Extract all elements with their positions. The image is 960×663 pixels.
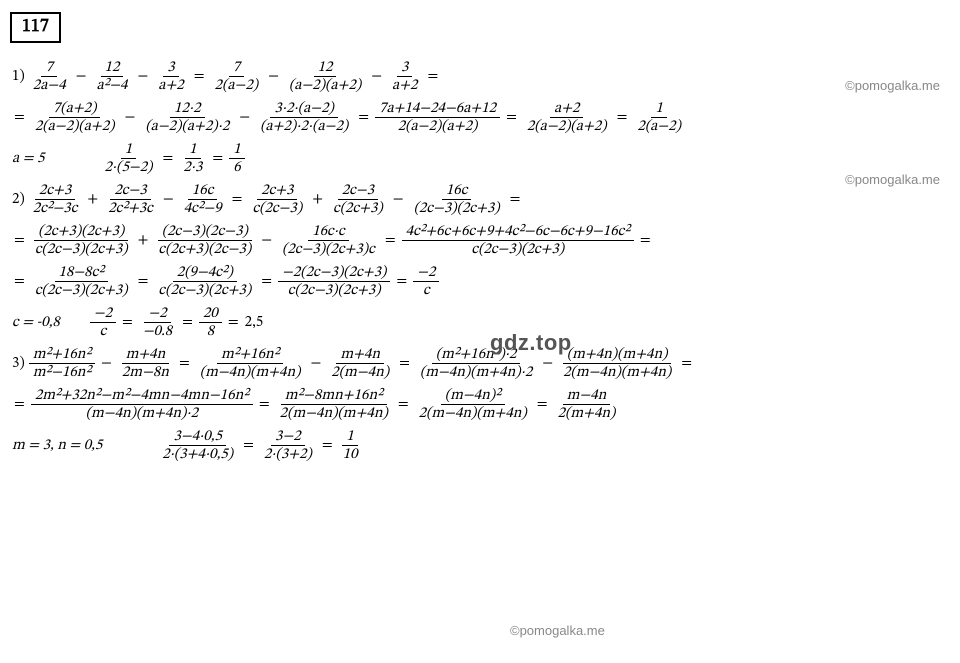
frac: 12(a−2) — [633, 100, 685, 135]
frac: 110 — [339, 428, 362, 463]
frac: 16 — [229, 141, 244, 176]
frac: −2−0.8 — [139, 305, 176, 340]
frac: 3·2·(a−2)(a+2)·2·(a−2) — [256, 100, 352, 135]
frac: 2c+32c²−3c — [29, 182, 82, 217]
frac: m+4n2(m−4n) — [327, 346, 393, 381]
watermark-center: gdz.top — [490, 330, 572, 356]
frac: 12·3 — [179, 141, 206, 176]
eq-line-4: 2) 2c+32c²−3c + 2c−32c²+3c − 16c4c²−9 = … — [10, 182, 950, 217]
substitution-mn: m = 3, n = 0,5 — [10, 438, 104, 453]
frac: 3−4·0,52·(3+4·0,5) — [158, 428, 237, 463]
frac: m²−8mn+16n²2(m−4n)(m+4n) — [276, 387, 392, 422]
frac: (2c+3)(2c+3)c(2c−3)(2c+3) — [31, 223, 132, 258]
eq-line-6: = 18−8c²c(2c−3)(2c+3) = 2(9−4c²)c(2c−3)(… — [10, 264, 950, 299]
frac: a+22(a−2)(a+2) — [523, 100, 611, 135]
eq-line-2: = 7(a+2)2(a−2)(a+2) − 12·2(a−2)(a+2)·2 −… — [10, 100, 950, 135]
eq-line-1: 1) 72a−4 − 12a²−4 − 3a+2 = 72(a−2) − 12(… — [10, 59, 950, 94]
eq-line-5: = (2c+3)(2c+3)c(2c−3)(2c+3) + (2c−3)(2c−… — [10, 223, 950, 258]
eq-line-10: m = 3, n = 0,5 3−4·0,52·(3+4·0,5) = 3−22… — [10, 428, 950, 463]
eq-line-8: 3) m²+16n²m²−16n² − m+4n2m−8n = m²+16n²(… — [10, 346, 950, 381]
frac: 3a+2 — [388, 59, 421, 94]
watermark-top: ©pomogalka.me — [845, 78, 940, 93]
frac: 72(a−2) — [211, 59, 263, 94]
frac: 16c·c(2c−3)(2c+3)c — [278, 223, 379, 258]
substitution-a: a = 5 — [10, 151, 46, 166]
frac: (m−4n)²2(m−4n)(m+4n) — [415, 387, 531, 422]
frac: 4c²+6c+6c+9+4c²−6c−6c+9−16c²c(2c−3)(2c+3… — [402, 223, 634, 258]
frac: 2c−3c(2c+3) — [329, 182, 387, 217]
eq-line-3: a = 5 12·(5−2) = 12·3 = 16 — [10, 141, 950, 176]
part-2-label: 2) — [10, 192, 27, 207]
frac: m²+16n²m²−16n² — [29, 346, 95, 381]
frac: 16c(2c−3)(2c+3) — [410, 182, 504, 217]
substitution-c: c = -0,8 — [10, 315, 62, 330]
frac: 12(a−2)(a+2) — [285, 59, 365, 94]
frac: 3−22·(3+2) — [260, 428, 316, 463]
frac: 18−8c²c(2c−3)(2c+3) — [31, 264, 132, 299]
frac: 12·(5−2) — [100, 141, 156, 176]
part-3-label: 3) — [10, 356, 27, 371]
frac: 72a−4 — [29, 59, 70, 94]
eq-line-7: c = -0,8 −2c = −2−0.8 = 208 = 2,5 — [10, 305, 950, 340]
frac: 3a+2 — [154, 59, 187, 94]
frac: −2(2c−3)(2c+3)c(2c−3)(2c+3) — [278, 264, 390, 299]
frac: 2(9−4c²)c(2c−3)(2c+3) — [154, 264, 255, 299]
frac: −2c — [90, 305, 116, 340]
frac: 2c−32c²+3c — [104, 182, 157, 217]
frac: 7a+14−24−6a+122(a−2)(a+2) — [375, 100, 500, 135]
watermark-bottom: ©pomogalka.me — [510, 623, 605, 638]
frac: (m+4n)(m+4n)2(m−4n)(m+4n) — [559, 346, 675, 381]
part-1-label: 1) — [10, 69, 27, 84]
frac: 12·2(a−2)(a+2)·2 — [141, 100, 233, 135]
frac: 2c+3c(2c−3) — [248, 182, 306, 217]
watermark-mid: ©pomogalka.me — [845, 172, 940, 187]
frac: 7(a+2)2(a−2)(a+2) — [31, 100, 119, 135]
frac: m²+16n²(m−4n)(m+4n) — [196, 346, 305, 381]
frac: 208 — [199, 305, 222, 340]
frac: 2m²+32n²−m²−4mn−4mn−16n²(m−4n)(m+4n)·2 — [31, 387, 253, 422]
problem-number: 117 — [10, 12, 61, 43]
frac: 16c4c²−9 — [180, 182, 226, 217]
frac: m−4n2(m+4n) — [554, 387, 620, 422]
frac: −2c — [413, 264, 439, 299]
frac: (2c−3)(2c−3)c(2c+3)(2c−3) — [154, 223, 255, 258]
frac: m+4n2m−8n — [118, 346, 173, 381]
frac: 12a²−4 — [92, 59, 131, 94]
eq-line-9: = 2m²+32n²−m²−4mn−4mn−16n²(m−4n)(m+4n)·2… — [10, 387, 950, 422]
result: 2,5 — [243, 315, 266, 330]
